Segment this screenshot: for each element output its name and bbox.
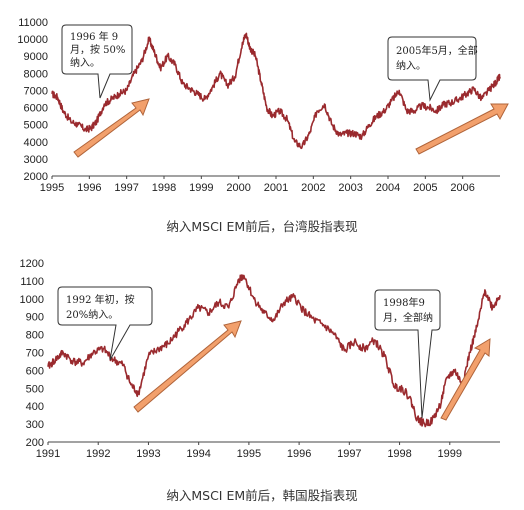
taiwan-callout-2005-bubble bbox=[387, 36, 477, 102]
x-tick-label: 1993 bbox=[136, 448, 160, 460]
y-tick-label: 800 bbox=[26, 330, 44, 342]
y-tick-label: 4000 bbox=[24, 137, 48, 149]
y-tick-label: 200 bbox=[26, 437, 44, 449]
y-tick-label: 7000 bbox=[24, 85, 48, 97]
x-tick-label: 1999 bbox=[189, 182, 213, 194]
x-tick-label: 2003 bbox=[338, 182, 362, 194]
korea-callout-1992-bubble bbox=[57, 286, 153, 361]
y-tick-label: 1100 bbox=[20, 276, 44, 288]
taiwan-callout-1996-line-1: 1996 年 9 bbox=[70, 30, 118, 43]
korea-callout-1992-line-2: 20%纳入。 bbox=[66, 308, 118, 321]
korea-chart: 200 300 400 500 600 700 800 900 1000 1100 1200 199… bbox=[20, 258, 501, 503]
y-tick-label: 1000 bbox=[20, 294, 44, 306]
korea-up-arrow-1 bbox=[133, 320, 242, 413]
taiwan-chart: 2000 3000 4000 5000 6000 7000 8000 9000 10000 110… bbox=[17, 17, 509, 234]
x-tick-label: 1992 bbox=[86, 448, 110, 460]
x-tick-label: 2005 bbox=[413, 182, 437, 194]
taiwan-x-ticks: 1995 1996 1997 1998 1999 2000 2001 2002 2003 2004… bbox=[40, 182, 475, 194]
x-tick-label: 2001 bbox=[264, 182, 288, 194]
taiwan-y-ticks: 2000 3000 4000 5000 6000 7000 8000 9000 10000 110… bbox=[17, 17, 48, 183]
taiwan-callout-1996-bubble bbox=[61, 24, 133, 99]
x-tick-label: 2002 bbox=[301, 182, 325, 194]
korea-index-line bbox=[47, 274, 501, 428]
taiwan-chart-title: 纳入MSCI EM前后，台湾股指表现 bbox=[166, 219, 357, 234]
taiwan-index-line bbox=[51, 32, 501, 150]
y-tick-label: 11000 bbox=[18, 17, 48, 29]
taiwan-up-arrow-2 bbox=[415, 103, 509, 155]
y-tick-label: 6000 bbox=[24, 103, 48, 115]
taiwan-callout-1996: 1996 年 9 月，按 50% 纳入。 bbox=[61, 24, 133, 99]
korea-callout-1998-line-1: 1998年9 bbox=[383, 296, 425, 309]
y-tick-label: 600 bbox=[26, 365, 44, 377]
korea-y-ticks: 200 300 400 500 600 700 800 900 1000 1100 1200 bbox=[20, 258, 44, 449]
korea-up-arrow-2 bbox=[440, 338, 491, 421]
taiwan-up-arrow-1 bbox=[73, 98, 150, 158]
x-tick-label: 1996 bbox=[77, 182, 101, 194]
korea-callout-1998-line-2: 月，全部纳 bbox=[383, 311, 433, 324]
korea-callout-1998-bubble bbox=[374, 289, 441, 419]
y-tick-label: 1200 bbox=[20, 258, 44, 270]
x-tick-label: 2000 bbox=[226, 182, 250, 194]
taiwan-x-tick-marks bbox=[51, 176, 464, 179]
korea-x-tick-marks bbox=[47, 442, 451, 445]
taiwan-callout-1996-line-2: 月，按 50% bbox=[70, 43, 125, 56]
korea-x-ticks: 1991 1992 1993 1994 1995 1996 1997 1998 1999 bbox=[36, 448, 462, 460]
x-tick-label: 1998 bbox=[152, 182, 176, 194]
x-tick-label: 1999 bbox=[438, 448, 462, 460]
x-tick-label: 1996 bbox=[287, 448, 311, 460]
y-tick-label: 700 bbox=[26, 348, 44, 360]
taiwan-callout-2005-line-1: 2005年5月，全部 bbox=[396, 44, 478, 57]
x-tick-label: 1997 bbox=[114, 182, 138, 194]
y-tick-label: 10000 bbox=[17, 34, 48, 46]
taiwan-callout-2005-line-2: 纳入。 bbox=[396, 59, 426, 72]
x-tick-label: 1998 bbox=[387, 448, 411, 460]
y-tick-label: 5000 bbox=[24, 120, 48, 132]
y-tick-label: 8000 bbox=[24, 68, 48, 80]
x-tick-label: 1991 bbox=[36, 448, 60, 460]
korea-callout-1992-line-1: 1992 年初，按 bbox=[66, 293, 135, 306]
taiwan-callout-2005: 2005年5月，全部 纳入。 bbox=[387, 36, 478, 102]
y-tick-label: 900 bbox=[26, 312, 44, 324]
x-tick-label: 2006 bbox=[450, 182, 474, 194]
y-tick-label: 500 bbox=[26, 383, 44, 395]
y-tick-label: 2000 bbox=[24, 171, 48, 183]
y-tick-label: 9000 bbox=[24, 51, 48, 63]
x-tick-label: 2004 bbox=[376, 182, 400, 194]
korea-callout-1992: 1992 年初，按 20%纳入。 bbox=[57, 286, 153, 361]
korea-chart-title: 纳入MSCI EM前后，韩国股指表现 bbox=[166, 488, 357, 503]
x-tick-label: 1995 bbox=[237, 448, 261, 460]
x-tick-label: 1997 bbox=[337, 448, 361, 460]
x-tick-label: 1995 bbox=[40, 182, 64, 194]
y-tick-label: 300 bbox=[26, 419, 44, 431]
x-tick-label: 1994 bbox=[186, 448, 210, 460]
y-tick-label: 400 bbox=[26, 401, 44, 413]
y-tick-label: 3000 bbox=[24, 154, 48, 166]
taiwan-callout-1996-line-3: 纳入。 bbox=[70, 56, 100, 69]
korea-callout-1998: 1998年9 月，全部纳 bbox=[374, 289, 441, 419]
